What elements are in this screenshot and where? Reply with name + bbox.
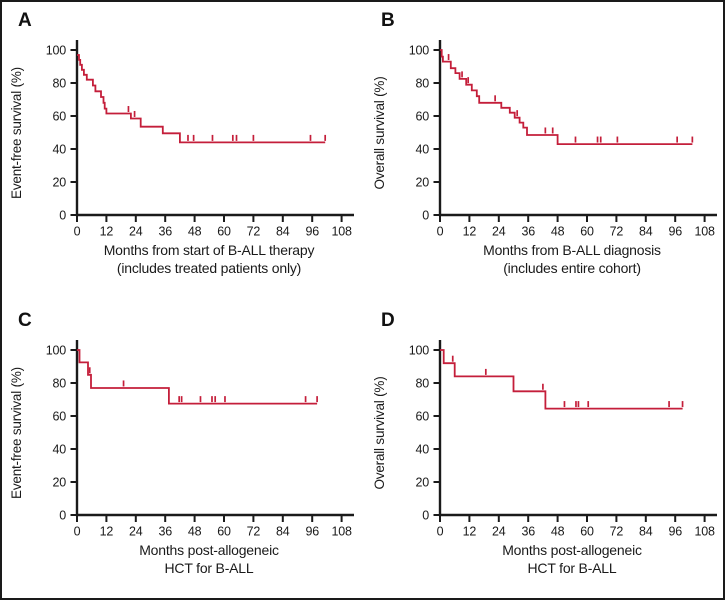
svg-text:60: 60	[217, 225, 231, 239]
panel-label-d: D	[381, 310, 396, 331]
svg-text:12: 12	[463, 525, 477, 539]
panel-b: B Overall survival (%) 0 20 40 60 80 100 0 12 24…	[365, 2, 723, 302]
svg-text:84: 84	[276, 225, 290, 239]
svg-text:60: 60	[52, 110, 66, 124]
x-axis-title-c-line2: HCT for B-ALL	[164, 560, 254, 576]
svg-text:0: 0	[437, 225, 444, 239]
svg-text:20: 20	[415, 176, 429, 190]
svg-text:84: 84	[639, 225, 653, 239]
svg-text:80: 80	[415, 77, 429, 91]
svg-text:108: 108	[694, 525, 715, 539]
svg-text:24: 24	[492, 525, 506, 539]
svg-text:96: 96	[668, 525, 682, 539]
x-axis-title-a: Months from start of B-ALL therapy (incl…	[49, 241, 369, 277]
x-axis-title-d-line1: Months post-allogeneic	[502, 542, 642, 558]
svg-text:12: 12	[463, 225, 477, 239]
x-axis-title-a-line1: Months from start of B-ALL therapy	[103, 242, 315, 258]
panel-label-a: A	[18, 10, 33, 31]
svg-text:60: 60	[580, 225, 594, 239]
svg-text:100: 100	[409, 344, 430, 358]
km-plot-a: 0 20 40 60 80 100 0 12 24 36 48 60 72 84 96 108	[46, 40, 354, 239]
svg-text:0: 0	[74, 225, 81, 239]
svg-text:48: 48	[188, 525, 202, 539]
svg-text:36: 36	[521, 525, 535, 539]
svg-text:60: 60	[415, 410, 429, 424]
svg-text:108: 108	[331, 525, 352, 539]
svg-text:36: 36	[158, 225, 172, 239]
svg-text:40: 40	[415, 443, 429, 457]
svg-text:100: 100	[46, 344, 67, 358]
x-axis-title-c-line1: Months post-allogeneic	[139, 542, 279, 558]
svg-text:12: 12	[100, 525, 114, 539]
svg-text:72: 72	[247, 225, 261, 239]
svg-text:0: 0	[422, 209, 429, 223]
panel-a: A Event-free survival (%) 0 20 40 60 80 100 0 1…	[2, 2, 364, 302]
svg-text:0: 0	[437, 525, 444, 539]
km-plot-d: 0 20 40 60 80 100 0 12 24 36 48 60 72 84 96 108	[409, 340, 717, 539]
svg-text:60: 60	[52, 410, 66, 424]
svg-text:24: 24	[129, 225, 143, 239]
svg-text:0: 0	[59, 509, 66, 523]
svg-text:20: 20	[52, 476, 66, 490]
svg-text:108: 108	[331, 225, 352, 239]
svg-text:20: 20	[52, 176, 66, 190]
svg-text:24: 24	[492, 225, 506, 239]
svg-text:80: 80	[52, 377, 66, 391]
svg-text:48: 48	[551, 525, 565, 539]
svg-text:40: 40	[52, 143, 66, 157]
x-axis-title-a-line2: (includes treated patients only)	[116, 260, 302, 276]
svg-text:40: 40	[415, 143, 429, 157]
svg-text:36: 36	[158, 525, 172, 539]
svg-text:60: 60	[580, 525, 594, 539]
panel-c: C Event-free survival (%) 0 20 40 60 80 100 0 1…	[2, 302, 364, 598]
svg-text:72: 72	[610, 525, 624, 539]
svg-text:20: 20	[415, 476, 429, 490]
x-axis-title-d: Months post-allogeneic HCT for B-ALL	[412, 541, 723, 577]
svg-text:48: 48	[188, 225, 202, 239]
panel-d: D Overall survival (%) 0 20 40 60 80 100 0 12 24…	[365, 302, 723, 598]
svg-text:0: 0	[422, 509, 429, 523]
panel-label-b: B	[381, 10, 396, 31]
x-axis-title-d-line2: HCT for B-ALL	[527, 560, 617, 576]
svg-text:72: 72	[247, 525, 261, 539]
svg-text:72: 72	[610, 225, 624, 239]
svg-text:100: 100	[46, 44, 67, 58]
svg-text:80: 80	[52, 77, 66, 91]
x-axis-title-b-line1: Months from B-ALL diagnosis	[483, 242, 661, 258]
svg-text:40: 40	[52, 443, 66, 457]
km-plot-b: 0 20 40 60 80 100 0 12 24 36 48 60 72 84 96 108	[409, 40, 717, 239]
svg-text:100: 100	[409, 44, 430, 58]
svg-text:96: 96	[668, 225, 682, 239]
panel-label-c: C	[18, 310, 33, 331]
svg-text:24: 24	[129, 525, 143, 539]
svg-text:96: 96	[305, 525, 319, 539]
km-plot-c: 0 20 40 60 80 100 0 12 24 36 48 60 72 84 96 108	[46, 340, 354, 539]
svg-text:48: 48	[551, 225, 565, 239]
x-axis-title-b: Months from B-ALL diagnosis (includes en…	[412, 241, 723, 277]
svg-text:60: 60	[415, 110, 429, 124]
svg-text:96: 96	[305, 225, 319, 239]
svg-text:60: 60	[217, 525, 231, 539]
x-axis-title-c: Months post-allogeneic HCT for B-ALL	[49, 541, 369, 577]
svg-text:12: 12	[100, 225, 114, 239]
svg-text:80: 80	[415, 377, 429, 391]
svg-text:84: 84	[276, 525, 290, 539]
svg-text:36: 36	[521, 225, 535, 239]
svg-text:84: 84	[639, 525, 653, 539]
svg-text:108: 108	[694, 225, 715, 239]
x-axis-title-b-line2: (includes entire cohort)	[503, 260, 641, 276]
svg-text:0: 0	[59, 209, 66, 223]
svg-text:0: 0	[74, 525, 81, 539]
